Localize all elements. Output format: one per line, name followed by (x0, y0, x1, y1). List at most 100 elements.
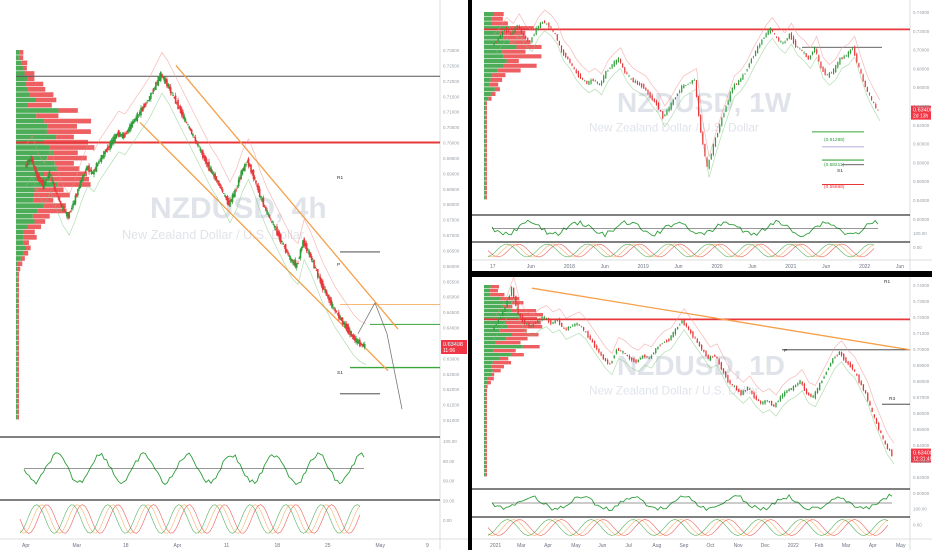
candle-body (668, 338, 670, 341)
volume-profile-bar (16, 192, 35, 198)
candle-body (206, 162, 209, 167)
candle-body (129, 124, 131, 132)
chart-pane-1d[interactable]: NZDUSD, 1D New Zealand Dollar / U.S. Doll… (472, 277, 932, 550)
candle-body (231, 194, 234, 203)
candle-body (68, 212, 71, 219)
x-tick-label: 2018 (564, 264, 575, 270)
candle-body (862, 384, 865, 391)
chart-pane-1w[interactable]: NZDUSD, 1W New Zealand Dollar / U.S. Doll… (472, 0, 932, 271)
candle-body (211, 172, 214, 175)
candle-body (694, 337, 696, 339)
candle-body (707, 355, 709, 359)
candle-body (46, 179, 48, 180)
candle-body (282, 243, 284, 245)
candle-body (104, 151, 106, 155)
candle-body (635, 359, 637, 363)
candle-body (66, 211, 68, 217)
candle-body (57, 196, 59, 198)
candle-body (727, 100, 729, 105)
envelope-line (493, 277, 895, 444)
candle-body (619, 59, 622, 64)
candle-body (523, 319, 526, 325)
level-label: R1 (884, 279, 890, 285)
volume-profile-bar (484, 190, 487, 195)
y-tick-label: 0.68000 (913, 66, 930, 71)
volume-profile-bar (485, 409, 487, 413)
candle-body (786, 38, 788, 41)
candle-body (781, 394, 784, 398)
candle-body (333, 307, 335, 309)
candle-body (550, 320, 552, 325)
candle-body (504, 307, 506, 312)
candle-body (679, 324, 681, 326)
level-label: P (784, 348, 787, 354)
candle-body (803, 383, 806, 391)
x-tick-label: Mar (842, 543, 851, 549)
candle-body (862, 74, 864, 81)
candle-body (124, 133, 126, 137)
candle-body (790, 33, 793, 40)
volume-profile-bar (16, 208, 38, 214)
volume-profile-bar (511, 301, 524, 305)
candle-body (792, 36, 795, 44)
x-tick-label: 2021 (490, 543, 501, 549)
envelope-line (25, 51, 367, 325)
volume-profile-bar (484, 397, 486, 401)
y-tick-label: 0.64500 (443, 310, 460, 315)
stochastic-line (487, 519, 889, 536)
candle-body (522, 33, 525, 36)
candle-body (733, 84, 736, 89)
volume-profile-bar (485, 115, 487, 120)
volume-profile-bar (16, 240, 24, 245)
candle-body (690, 329, 692, 333)
candle-body (303, 238, 305, 246)
candle-body (340, 317, 343, 321)
pane-divider-vertical[interactable] (468, 0, 472, 550)
volume-profile-bar (484, 469, 485, 473)
candle-body (32, 161, 35, 166)
x-tick-label: 18 (275, 543, 281, 549)
volume-profile-bar (484, 329, 500, 333)
candle-body (224, 194, 226, 197)
candle-body (603, 75, 605, 83)
y-tick-label: 0.54000 (913, 198, 930, 203)
volume-profile-bar (484, 63, 504, 68)
candle-body (649, 92, 651, 98)
y-tick-label: 0.58000 (913, 160, 930, 165)
candle-body (87, 165, 89, 171)
pane-divider-horizontal[interactable] (472, 271, 932, 277)
oscillator-line (491, 493, 893, 512)
chart-pane-4h[interactable]: NZDUSD, 4h New Zealand Dollar / U.S. Doll… (0, 0, 468, 550)
volume-profile-bar (484, 453, 486, 457)
candle-body (809, 55, 811, 59)
candle-body (822, 67, 824, 72)
candle-body (824, 69, 826, 75)
candle-body (704, 143, 706, 157)
candle-body (197, 143, 199, 146)
candle-body (242, 168, 245, 171)
volume-profile-bar (23, 65, 27, 71)
volume-profile-bar (484, 457, 485, 461)
volume-profile-bar (17, 377, 19, 383)
volume-profile-bar (484, 91, 491, 96)
volume-profile-bar (16, 229, 24, 235)
volume-profile-bar (16, 393, 19, 399)
y-tick-label: 0.66500 (443, 248, 460, 253)
candle-body (582, 327, 585, 331)
x-tick-label: Dec (761, 543, 770, 549)
candle-body (598, 83, 601, 86)
candle-body (725, 106, 727, 112)
candle-body (125, 132, 127, 135)
candle-body (891, 449, 893, 457)
candle-body (552, 322, 554, 324)
candle-body (315, 270, 318, 272)
candle-body (839, 57, 841, 65)
candle-body (135, 117, 137, 121)
volume-profile-bar (492, 12, 504, 17)
candle-body (110, 139, 113, 148)
volume-profile-bar (485, 473, 487, 477)
candle-body (579, 74, 582, 79)
candle-body (244, 163, 246, 171)
candle-body (506, 27, 508, 33)
volume-profile-bar (17, 309, 19, 314)
